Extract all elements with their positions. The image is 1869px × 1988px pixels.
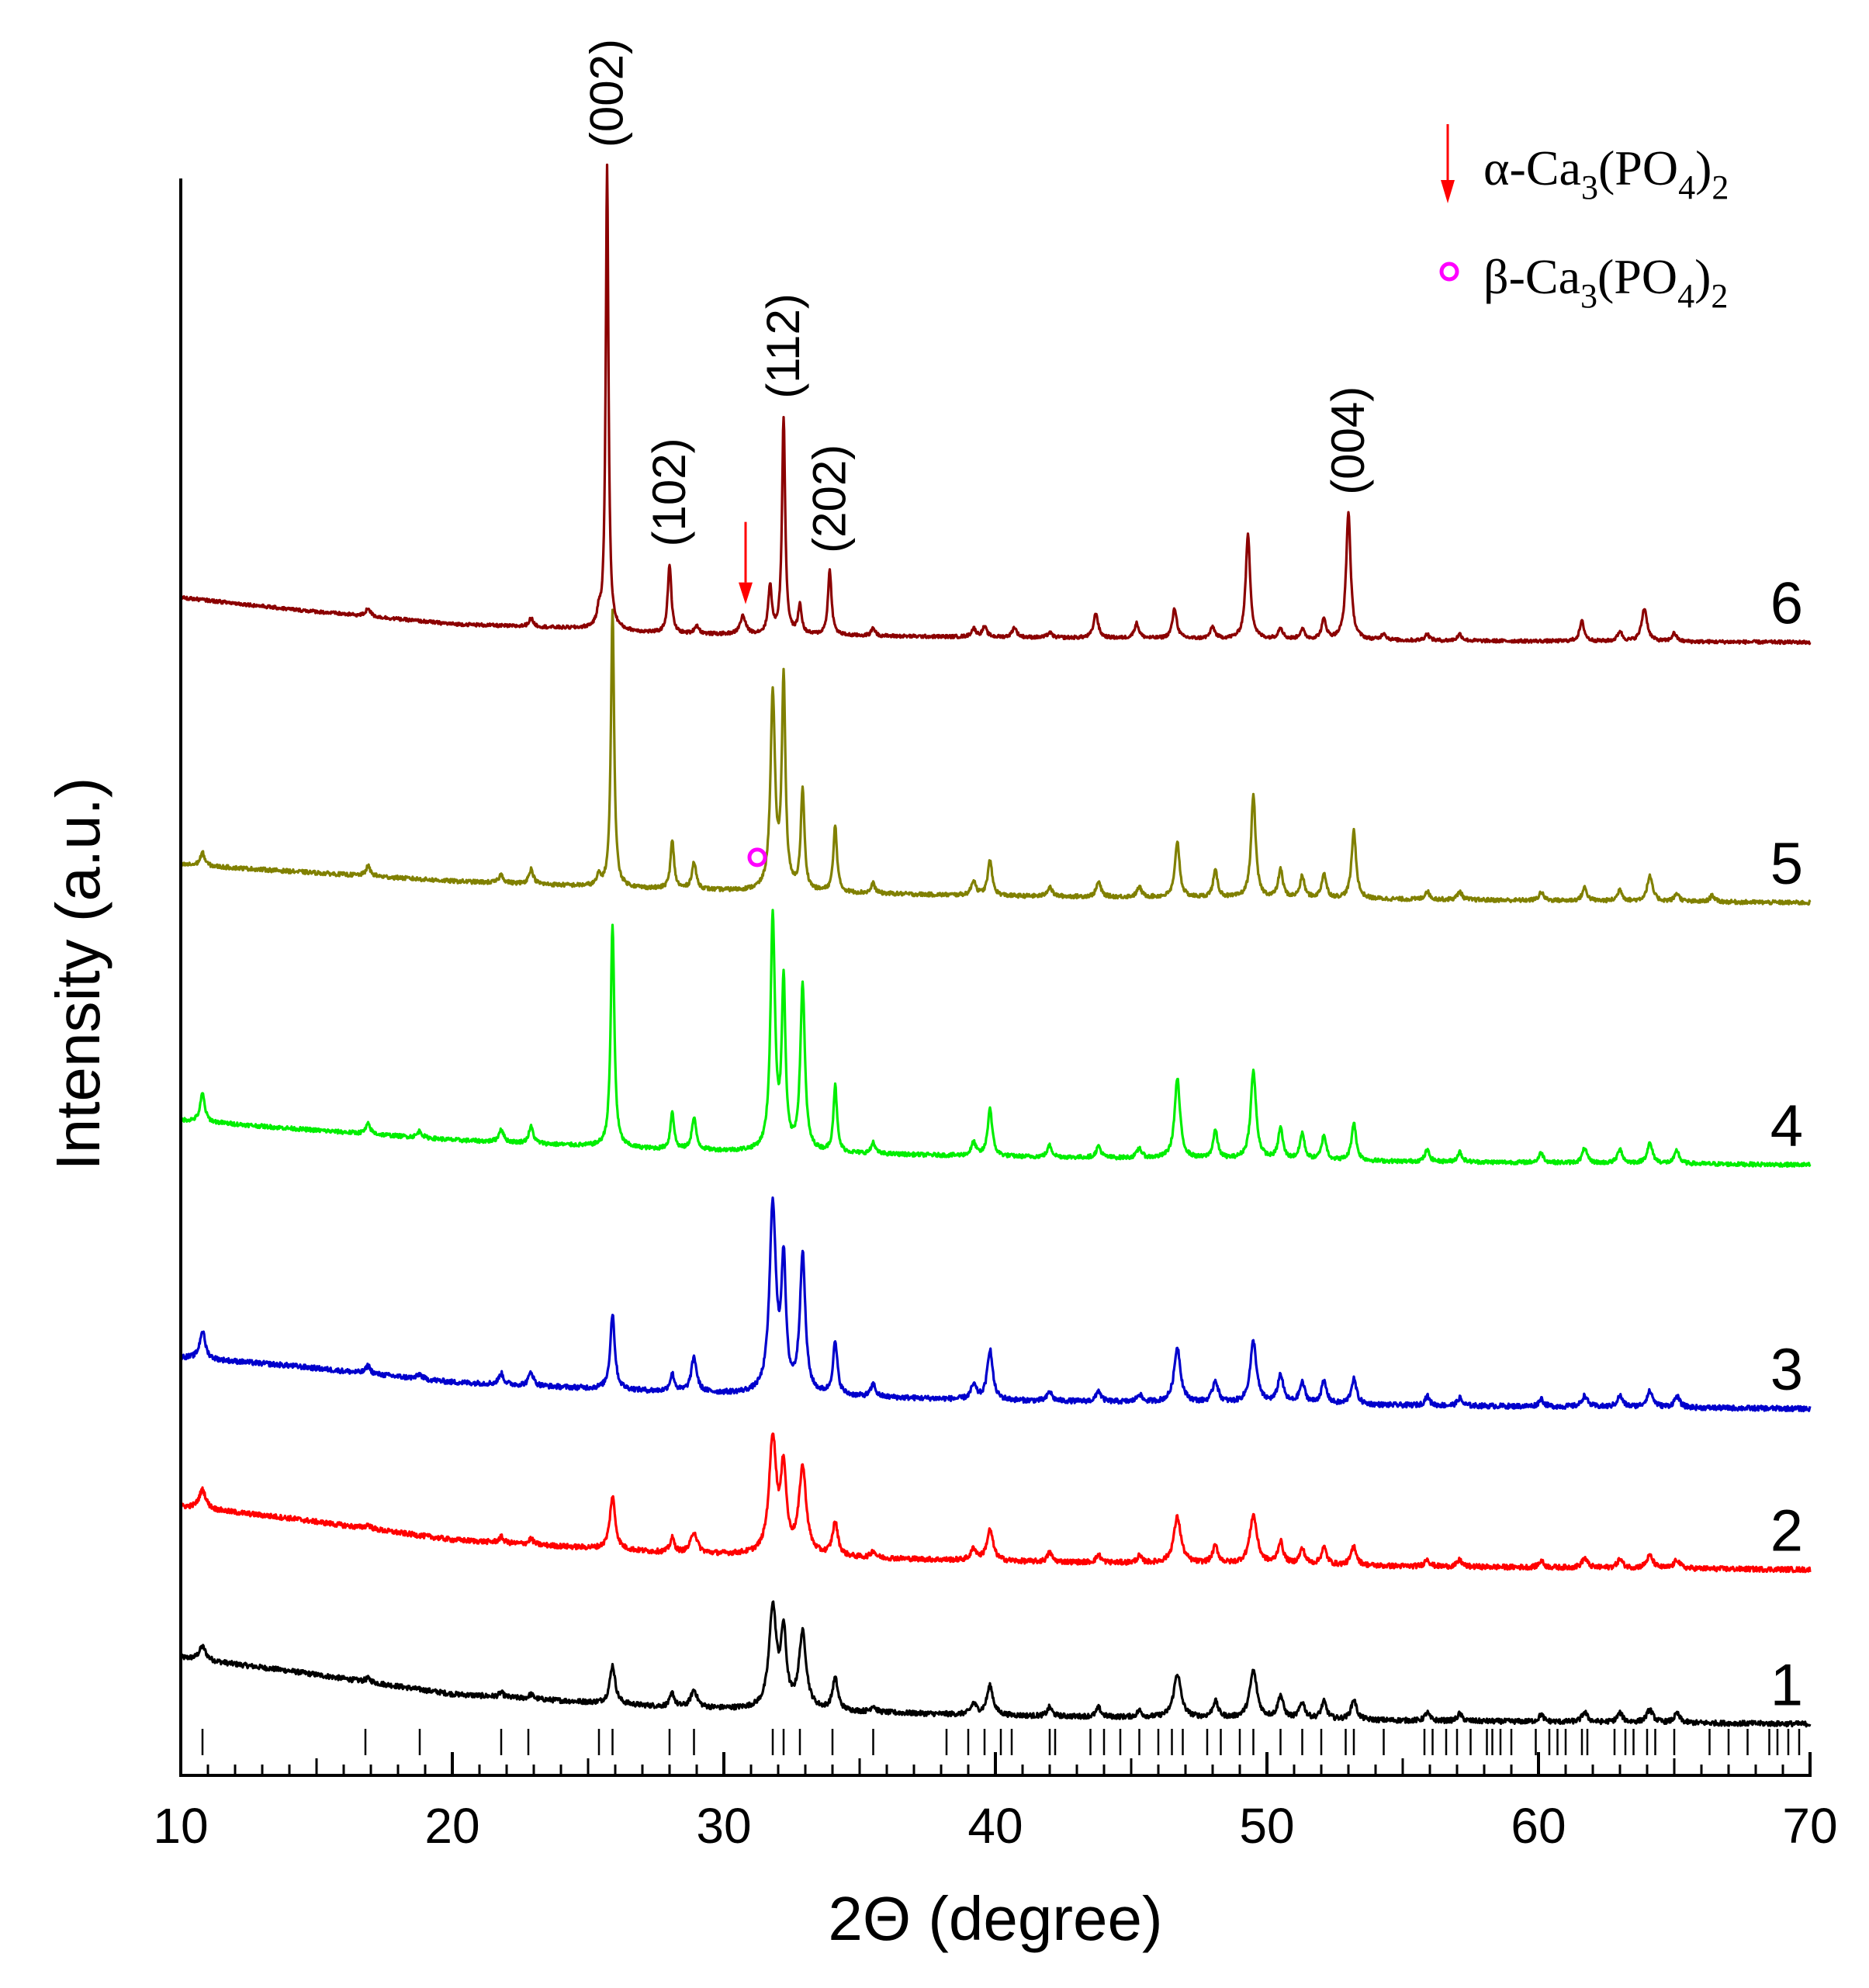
x-tick-label: 30 — [696, 1798, 751, 1854]
legend-circle-marker — [1439, 261, 1459, 282]
trace-series-5 — [180, 608, 1812, 906]
series-label-4: 4 — [1770, 1093, 1803, 1159]
x-tick-label: 70 — [1782, 1798, 1837, 1854]
series-label-1: 1 — [1770, 1652, 1803, 1718]
series-labels-group: 1 2 3 4 5 6 — [1770, 571, 1803, 1719]
legend-entry-beta: β-Ca3(PO4)2 — [1439, 249, 1728, 315]
traces-group — [179, 163, 1812, 1728]
trace-series-3 — [179, 1196, 1812, 1413]
x-ticks-group — [179, 1752, 1812, 1775]
beta-marker-circle — [747, 847, 767, 868]
trace-series-2 — [180, 1432, 1812, 1574]
hkl-annotation: (102) — [643, 438, 695, 546]
annotations-group: (002) (102) (112) (202) (004) — [581, 39, 1375, 553]
hkl-annotation: (202) — [804, 445, 856, 553]
x-tick-label: 40 — [967, 1798, 1023, 1854]
hkl-annotation: (004) — [1322, 386, 1374, 495]
x-tick-label: 10 — [153, 1798, 208, 1854]
x-tick-label: 50 — [1239, 1798, 1294, 1854]
alpha-marker-arrowhead — [739, 582, 753, 604]
trace-series-1 — [179, 1600, 1812, 1728]
legend-arrow-head — [1441, 180, 1455, 203]
series-label-3: 3 — [1770, 1337, 1803, 1403]
trace-series-4 — [180, 909, 1812, 1168]
trace-series-6 — [179, 163, 1812, 646]
hkl-annotation: (112) — [757, 293, 809, 399]
reference-lines-group — [201, 1729, 1801, 1755]
legend-entry-alpha: α-Ca3(PO4)2 — [1441, 124, 1729, 206]
series-label-6: 6 — [1770, 571, 1803, 637]
x-tick-label: 60 — [1511, 1798, 1566, 1854]
legend-beta-label: β-Ca3(PO4)2 — [1483, 249, 1728, 315]
series-label-5: 5 — [1770, 831, 1803, 897]
markers-group — [739, 521, 767, 868]
legend-alpha-label: α-Ca3(PO4)2 — [1483, 140, 1729, 206]
hkl-annotation: (002) — [581, 39, 633, 147]
x-axis-title: 2Θ (degree) — [828, 1884, 1162, 1953]
y-axis-title: Intensity (a.u.) — [43, 778, 112, 1171]
series-label-2: 2 — [1770, 1498, 1803, 1564]
x-tick-labels-group: 10 20 30 40 50 60 70 — [153, 1798, 1837, 1854]
legend: α-Ca3(PO4)2 β-Ca3(PO4)2 — [1439, 124, 1729, 315]
x-tick-label: 20 — [424, 1798, 479, 1854]
